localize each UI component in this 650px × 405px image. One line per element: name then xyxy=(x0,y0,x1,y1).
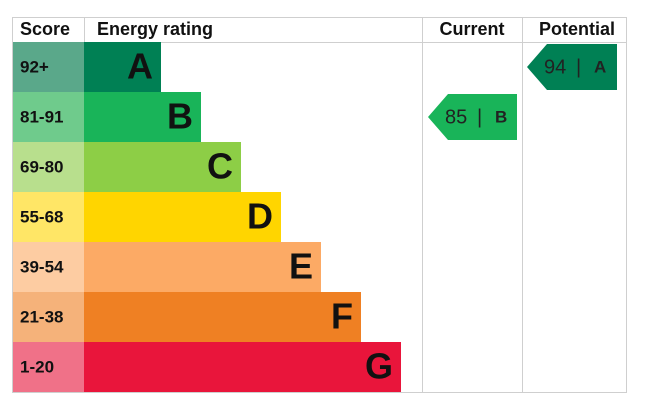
score-label: 55-68 xyxy=(20,207,63,226)
score-cell xyxy=(13,92,84,142)
rating-bar xyxy=(84,42,161,92)
band-letter: D xyxy=(247,196,273,237)
score-cell xyxy=(13,142,84,192)
score-cell xyxy=(13,292,84,342)
score-label: 81-91 xyxy=(20,107,63,126)
score-cell xyxy=(13,242,84,292)
potential-value: 94 xyxy=(544,56,566,78)
potential-arrow xyxy=(527,44,617,90)
score-label: 1-20 xyxy=(20,357,54,376)
band-letter: G xyxy=(365,346,393,387)
score-label: 21-38 xyxy=(20,307,63,326)
potential-band: A xyxy=(594,57,606,76)
rating-bar xyxy=(84,192,281,242)
rating-bar xyxy=(84,292,361,342)
band-letter: C xyxy=(207,146,233,187)
current-value: 85 xyxy=(445,106,467,128)
current-band: B xyxy=(495,107,507,126)
table-border xyxy=(12,17,627,393)
rating-bar xyxy=(84,142,241,192)
band-letter: F xyxy=(331,296,353,337)
current-separator: | xyxy=(477,106,482,128)
score-cell xyxy=(13,42,84,92)
band-letter: E xyxy=(289,246,313,287)
rating-bar xyxy=(84,342,401,392)
header-score: Score xyxy=(20,19,70,39)
header-potential: Potential xyxy=(539,19,615,39)
rating-bar xyxy=(84,242,321,292)
score-label: 39-54 xyxy=(20,257,64,276)
potential-separator: | xyxy=(576,56,581,78)
band-letter: A xyxy=(127,46,153,87)
header-current: Current xyxy=(439,19,504,39)
score-label: 92+ xyxy=(20,57,49,76)
band-letter: B xyxy=(167,96,193,137)
score-cell xyxy=(13,192,84,242)
score-cell xyxy=(13,342,84,392)
score-label: 69-80 xyxy=(20,157,63,176)
rating-bar xyxy=(84,92,201,142)
current-arrow xyxy=(428,94,517,140)
header-rating: Energy rating xyxy=(97,19,213,39)
